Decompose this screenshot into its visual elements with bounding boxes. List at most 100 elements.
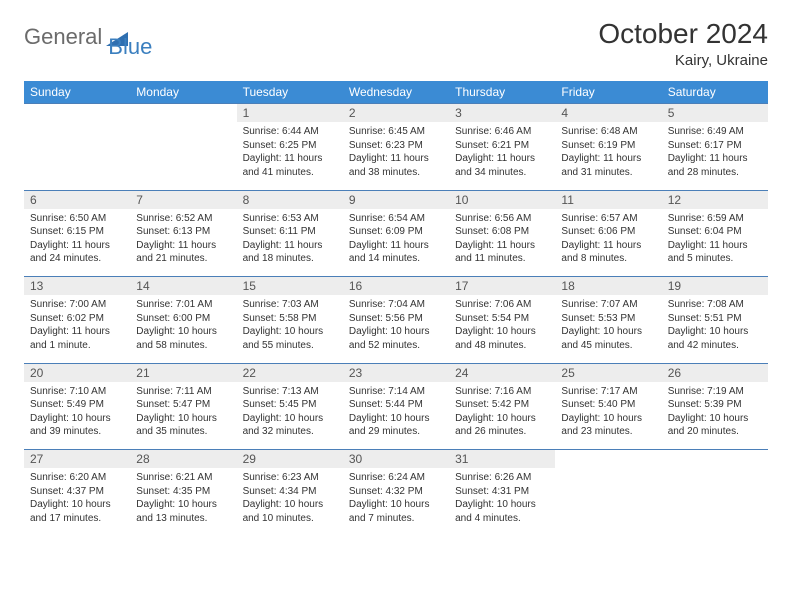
day-number-cell: 7 [130,190,236,209]
sunset-line: Sunset: 6:09 PM [349,225,443,239]
sunset-line: Sunset: 5:47 PM [136,398,230,412]
month-title: October 2024 [598,18,768,50]
daylight-line: Daylight: 11 hours and 31 minutes. [561,152,655,179]
daylight-line: Daylight: 10 hours and 35 minutes. [136,412,230,439]
weekday-header: Friday [555,81,661,104]
day-cell: Sunrise: 6:21 AMSunset: 4:35 PMDaylight:… [130,468,236,536]
daylight-line: Daylight: 10 hours and 42 minutes. [668,325,762,352]
daylight-line: Daylight: 10 hours and 20 minutes. [668,412,762,439]
daylight-line: Daylight: 10 hours and 29 minutes. [349,412,443,439]
sunset-line: Sunset: 5:39 PM [668,398,762,412]
day-number-cell: 19 [662,277,768,296]
sunset-line: Sunset: 6:13 PM [136,225,230,239]
daylight-line: Daylight: 10 hours and 32 minutes. [243,412,337,439]
sunrise-line: Sunrise: 6:24 AM [349,471,443,485]
day-cell: Sunrise: 6:52 AMSunset: 6:13 PMDaylight:… [130,209,236,277]
sunset-line: Sunset: 5:40 PM [561,398,655,412]
sunset-line: Sunset: 6:11 PM [243,225,337,239]
daylight-line: Daylight: 11 hours and 34 minutes. [455,152,549,179]
day-number-cell: 15 [237,277,343,296]
daylight-line: Daylight: 11 hours and 1 minute. [30,325,124,352]
sunrise-line: Sunrise: 6:44 AM [243,125,337,139]
day-cell: Sunrise: 6:45 AMSunset: 6:23 PMDaylight:… [343,122,449,190]
sunrise-line: Sunrise: 6:54 AM [349,212,443,226]
sunrise-line: Sunrise: 6:52 AM [136,212,230,226]
day-cell: Sunrise: 7:04 AMSunset: 5:56 PMDaylight:… [343,295,449,363]
sunset-line: Sunset: 5:45 PM [243,398,337,412]
day-number-cell: 4 [555,104,661,123]
daylight-line: Daylight: 11 hours and 11 minutes. [455,239,549,266]
day-cell: Sunrise: 6:48 AMSunset: 6:19 PMDaylight:… [555,122,661,190]
day-cell: Sunrise: 6:49 AMSunset: 6:17 PMDaylight:… [662,122,768,190]
calendar-page: General Blue October 2024 Kairy, Ukraine… [0,0,792,546]
sunrise-line: Sunrise: 6:49 AM [668,125,762,139]
day-number-cell: 17 [449,277,555,296]
day-cell: Sunrise: 7:11 AMSunset: 5:47 PMDaylight:… [130,382,236,450]
day-cell: Sunrise: 7:16 AMSunset: 5:42 PMDaylight:… [449,382,555,450]
sunrise-line: Sunrise: 6:50 AM [30,212,124,226]
sunrise-line: Sunrise: 7:01 AM [136,298,230,312]
daylight-line: Daylight: 11 hours and 18 minutes. [243,239,337,266]
day-number-cell: 2 [343,104,449,123]
daylight-line: Daylight: 10 hours and 23 minutes. [561,412,655,439]
daylight-line: Daylight: 10 hours and 10 minutes. [243,498,337,525]
sunrise-line: Sunrise: 7:11 AM [136,385,230,399]
weekday-header: Saturday [662,81,768,104]
sunset-line: Sunset: 6:17 PM [668,139,762,153]
day-cell: Sunrise: 6:53 AMSunset: 6:11 PMDaylight:… [237,209,343,277]
day-number-cell: 8 [237,190,343,209]
weekday-header: Wednesday [343,81,449,104]
sunset-line: Sunset: 6:02 PM [30,312,124,326]
day-number-cell: 13 [24,277,130,296]
sunset-line: Sunset: 5:54 PM [455,312,549,326]
daylight-line: Daylight: 10 hours and 58 minutes. [136,325,230,352]
weekday-header: Thursday [449,81,555,104]
day-cell: Sunrise: 6:24 AMSunset: 4:32 PMDaylight:… [343,468,449,536]
day-number-cell: 3 [449,104,555,123]
daylight-line: Daylight: 10 hours and 55 minutes. [243,325,337,352]
daylight-line: Daylight: 10 hours and 39 minutes. [30,412,124,439]
day-number-cell: 31 [449,450,555,469]
daylight-line: Daylight: 10 hours and 45 minutes. [561,325,655,352]
sunrise-line: Sunrise: 6:56 AM [455,212,549,226]
day-number-cell: 25 [555,363,661,382]
empty-cell [555,450,661,469]
sunset-line: Sunset: 5:53 PM [561,312,655,326]
day-number-cell: 28 [130,450,236,469]
location-label: Kairy, Ukraine [598,52,768,69]
weekday-header: Tuesday [237,81,343,104]
day-cell: Sunrise: 7:19 AMSunset: 5:39 PMDaylight:… [662,382,768,450]
daylight-line: Daylight: 11 hours and 38 minutes. [349,152,443,179]
calendar-header: SundayMondayTuesdayWednesdayThursdayFrid… [24,81,768,104]
day-number-cell: 29 [237,450,343,469]
brand-part2: Blue [108,34,152,59]
day-number-cell: 18 [555,277,661,296]
day-cell: Sunrise: 7:01 AMSunset: 6:00 PMDaylight:… [130,295,236,363]
sunrise-line: Sunrise: 6:53 AM [243,212,337,226]
sunset-line: Sunset: 5:42 PM [455,398,549,412]
sunset-line: Sunset: 4:31 PM [455,485,549,499]
day-cell: Sunrise: 6:44 AMSunset: 6:25 PMDaylight:… [237,122,343,190]
day-number-cell: 27 [24,450,130,469]
day-cell: Sunrise: 7:06 AMSunset: 5:54 PMDaylight:… [449,295,555,363]
day-cell: Sunrise: 7:17 AMSunset: 5:40 PMDaylight:… [555,382,661,450]
sunset-line: Sunset: 6:23 PM [349,139,443,153]
sunset-line: Sunset: 6:04 PM [668,225,762,239]
sunrise-line: Sunrise: 6:48 AM [561,125,655,139]
day-number-cell: 1 [237,104,343,123]
day-cell: Sunrise: 7:03 AMSunset: 5:58 PMDaylight:… [237,295,343,363]
sunset-line: Sunset: 5:58 PM [243,312,337,326]
daylight-line: Daylight: 11 hours and 28 minutes. [668,152,762,179]
sunset-line: Sunset: 5:49 PM [30,398,124,412]
day-number-cell: 9 [343,190,449,209]
sunset-line: Sunset: 6:15 PM [30,225,124,239]
sunrise-line: Sunrise: 6:23 AM [243,471,337,485]
day-number-cell: 23 [343,363,449,382]
sunset-line: Sunset: 6:19 PM [561,139,655,153]
empty-cell [555,468,661,536]
daylight-line: Daylight: 10 hours and 48 minutes. [455,325,549,352]
day-number-cell: 6 [24,190,130,209]
day-cell: Sunrise: 6:59 AMSunset: 6:04 PMDaylight:… [662,209,768,277]
day-cell: Sunrise: 6:46 AMSunset: 6:21 PMDaylight:… [449,122,555,190]
sunset-line: Sunset: 4:37 PM [30,485,124,499]
